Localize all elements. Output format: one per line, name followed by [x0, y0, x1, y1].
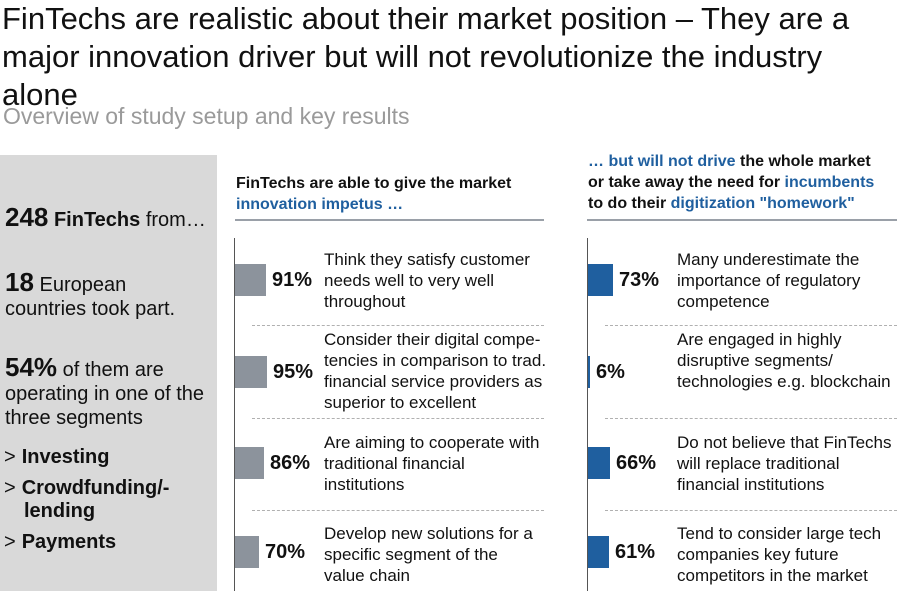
bar-value-label: 73% — [619, 269, 660, 291]
category-label-line: will replace traditional — [677, 454, 840, 473]
from-text: from… — [140, 209, 206, 231]
bar-value-label: 95% — [273, 361, 314, 383]
category-label-line: tencies in comparison to trad. — [324, 351, 547, 370]
category-label-line: needs well to very well — [324, 271, 495, 290]
category-label-line: value chain — [324, 566, 411, 585]
bar-category-label: Do not believe that FinTechs will replace… — [677, 432, 892, 495]
bar-category-label: Develop new solutions for a specific segm… — [324, 523, 533, 586]
bar-category-label: Think they satisfy customer needs well to… — [324, 249, 530, 312]
country-count-line: 18 European countries took part. — [5, 267, 176, 321]
category-label-line: Are engaged in highly — [677, 330, 842, 349]
category-label-line: Tend to consider large tech — [677, 524, 882, 543]
bar-1-2 — [235, 356, 267, 388]
bar-category-label: Are engaged in highly disruptive segments… — [677, 329, 891, 392]
bullet-marker: > — [4, 531, 16, 553]
column2-heading-part6: digitization "homework" — [670, 195, 855, 212]
bar-2-3 — [588, 447, 610, 479]
bar-value-label: 86% — [270, 452, 311, 474]
category-label-line: superior to excellent — [324, 393, 477, 412]
column2-divider — [587, 219, 897, 221]
row-separator — [252, 510, 544, 511]
row-separator — [605, 418, 897, 419]
column1-heading-part2: innovation impetus … — [236, 196, 404, 213]
column2-heading-part4: incumbents — [784, 174, 875, 191]
category-label-line: Are aiming to cooperate with — [324, 433, 540, 452]
category-label-line: Develop new solutions for a — [324, 524, 533, 543]
segment-share-line: 54% of them are operating in one of the … — [5, 352, 205, 430]
segment-item-investing: > Investing — [4, 446, 109, 469]
row-separator — [252, 325, 544, 326]
bar-category-label: Are aiming to cooperate with traditional … — [324, 432, 539, 495]
segment-label: Crowdfunding/- — [21, 477, 170, 499]
bar-2-1 — [588, 264, 613, 296]
category-label-line: Consider their digital compe- — [324, 330, 541, 349]
countries-text-2: countries took part. — [5, 298, 176, 320]
category-label-line: financial institutions — [677, 475, 825, 494]
segment-label: Payments — [21, 531, 117, 553]
study-setup-panel: 248 FinTechs from… 18 European countries… — [0, 155, 217, 591]
column1-axis — [234, 238, 235, 591]
countries-text-1: European — [33, 274, 127, 296]
category-label-line: Think they satisfy customer — [324, 250, 530, 269]
bar-value-label: 91% — [272, 269, 313, 291]
bar-value-label: 70% — [265, 541, 306, 563]
bar-1-4 — [235, 536, 259, 568]
country-count: 18 — [5, 267, 34, 297]
row-separator — [605, 510, 897, 511]
row-separator — [605, 325, 897, 326]
bar-2-2 — [588, 356, 590, 388]
segments-text-2: operating in one of the — [5, 383, 205, 405]
bar-2-4 — [588, 536, 609, 568]
category-label-line: Many underestimate the — [677, 250, 860, 269]
category-label-line: companies key future — [677, 545, 839, 564]
segments-text-1: of them are — [57, 359, 164, 381]
bar-category-label: Many underestimate the importance of regu… — [677, 249, 860, 312]
bullet-marker: > — [4, 446, 16, 468]
bar-1-3 — [235, 447, 264, 479]
fintech-count-line: 248 FinTechs from… — [5, 202, 206, 232]
segment-label: Investing — [21, 446, 110, 468]
column2-axis — [587, 238, 588, 591]
column1-heading: FinTechs are able to give the market inn… — [236, 173, 511, 215]
category-label-line: traditional financial — [324, 454, 465, 473]
category-label-line: specific segment of the — [324, 545, 498, 564]
column2-heading-part3: or take away the need for — [588, 174, 785, 191]
category-label-line: financial service providers as — [324, 372, 543, 391]
category-label-line: importance of regulatory — [677, 271, 861, 290]
category-label-line: disruptive segments/ — [677, 351, 833, 370]
column1-heading-part1: FinTechs are able to give the market — [236, 175, 512, 192]
column2-heading-part5: to do their — [588, 195, 671, 212]
segment-item-payments: > Payments — [4, 531, 116, 554]
segment-label: lending — [24, 500, 96, 522]
category-label-line: competence — [677, 292, 770, 311]
fintechs-word: FinTechs — [53, 209, 141, 231]
column2-heading: … but will not drive the whole market or… — [588, 151, 874, 214]
bar-value-label: 66% — [616, 452, 657, 474]
bullet-marker: > — [4, 477, 16, 499]
column1-divider — [235, 219, 544, 221]
bar-category-label: Tend to consider large tech companies key… — [677, 523, 881, 586]
bar-value-label: 61% — [615, 541, 656, 563]
segment-share: 54% — [5, 352, 58, 382]
category-label-line: Do not believe that FinTechs — [677, 433, 892, 452]
segments-text-3: three segments — [5, 407, 143, 429]
row-separator — [252, 418, 544, 419]
bar-value-label: 6% — [596, 361, 625, 383]
fintech-count: 248 — [5, 202, 49, 232]
bar-category-label: Consider their digital compe-tencies in … — [324, 329, 546, 413]
segment-item-crowdfunding: > Crowdfunding/- — [4, 477, 169, 500]
category-label-line: institutions — [324, 475, 405, 494]
category-label-line: competitors in the market — [677, 566, 868, 585]
category-label-line: throughout — [324, 292, 406, 311]
page-title: FinTechs are realistic about their marke… — [2, 1, 850, 112]
segment-item-lending: lending — [24, 500, 95, 523]
column2-heading-part1: … but will not drive — [588, 153, 736, 170]
bar-1-1 — [235, 264, 266, 296]
column2-heading-part2: the whole market — [735, 153, 871, 170]
category-label-line: technologies e.g. blockchain — [677, 372, 891, 391]
page-subtitle: Overview of study setup and key results — [3, 103, 410, 129]
